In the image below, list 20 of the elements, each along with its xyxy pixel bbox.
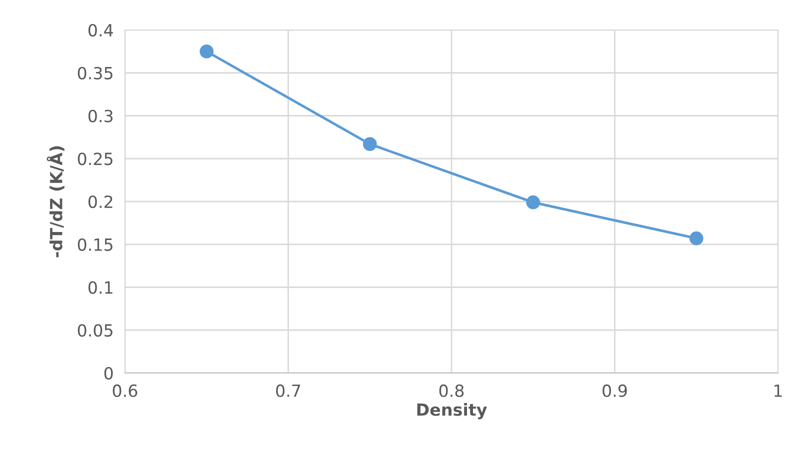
x-tick-label: 0.6 [112, 384, 138, 398]
x-axis-title: Density [417, 403, 487, 420]
y-tick-label: 0.35 [78, 66, 112, 80]
y-tick-label: 0.15 [78, 238, 112, 251]
y-tick-label: 0.25 [78, 152, 112, 166]
point [362, 137, 377, 151]
y-tick-label: 0 [104, 366, 113, 380]
y-tick-label: 0.3 [88, 110, 113, 122]
point [200, 44, 214, 58]
y-tick-label: 0.2 [88, 195, 112, 208]
y-tick-label: 0.1 [88, 281, 112, 294]
point [689, 231, 704, 246]
x-tick-label: 1 [774, 384, 782, 397]
y-tick-label: 0.05 [78, 324, 112, 337]
y-axis-title: -dT/dZ (K/Å) [46, 146, 64, 258]
x-tick-label: 0.7 [276, 384, 300, 398]
x-tick-label: 0.9 [602, 384, 627, 398]
point [526, 195, 540, 210]
x-tick-label: 0.8 [439, 384, 464, 398]
y-tick-label: 0.4 [88, 24, 113, 37]
